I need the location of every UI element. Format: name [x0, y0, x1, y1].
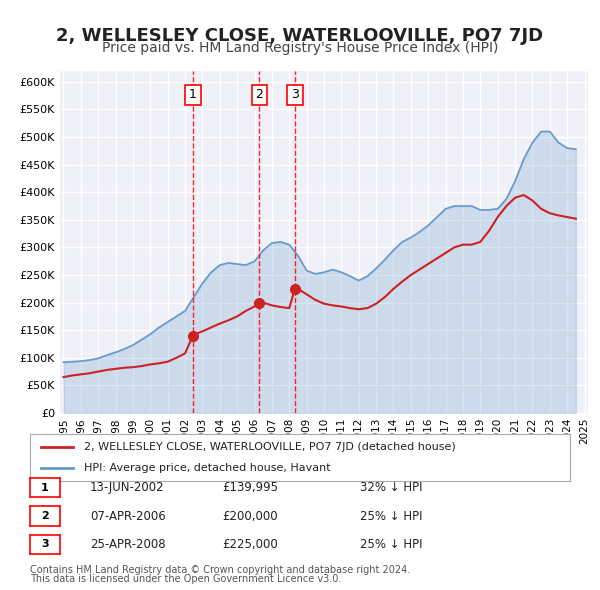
Text: 25% ↓ HPI: 25% ↓ HPI — [360, 510, 422, 523]
Text: 2, WELLESLEY CLOSE, WATERLOOVILLE, PO7 7JD: 2, WELLESLEY CLOSE, WATERLOOVILLE, PO7 7… — [56, 27, 544, 45]
Text: 25-APR-2008: 25-APR-2008 — [90, 538, 166, 551]
Text: This data is licensed under the Open Government Licence v3.0.: This data is licensed under the Open Gov… — [30, 574, 341, 584]
Text: 1: 1 — [41, 483, 49, 493]
Text: Price paid vs. HM Land Registry's House Price Index (HPI): Price paid vs. HM Land Registry's House … — [102, 41, 498, 55]
Text: 13-JUN-2002: 13-JUN-2002 — [90, 481, 164, 494]
Text: 2: 2 — [41, 511, 49, 521]
Text: 32% ↓ HPI: 32% ↓ HPI — [360, 481, 422, 494]
Text: HPI: Average price, detached house, Havant: HPI: Average price, detached house, Hava… — [84, 463, 331, 473]
Text: 1: 1 — [189, 88, 197, 101]
Text: 07-APR-2006: 07-APR-2006 — [90, 510, 166, 523]
Text: 3: 3 — [41, 539, 49, 549]
Text: 3: 3 — [291, 88, 299, 101]
Text: £200,000: £200,000 — [222, 510, 278, 523]
Text: 2: 2 — [255, 88, 263, 101]
Text: Contains HM Land Registry data © Crown copyright and database right 2024.: Contains HM Land Registry data © Crown c… — [30, 565, 410, 575]
Text: £225,000: £225,000 — [222, 538, 278, 551]
Text: £139,995: £139,995 — [222, 481, 278, 494]
Text: 2, WELLESLEY CLOSE, WATERLOOVILLE, PO7 7JD (detached house): 2, WELLESLEY CLOSE, WATERLOOVILLE, PO7 7… — [84, 442, 456, 452]
Text: 25% ↓ HPI: 25% ↓ HPI — [360, 538, 422, 551]
